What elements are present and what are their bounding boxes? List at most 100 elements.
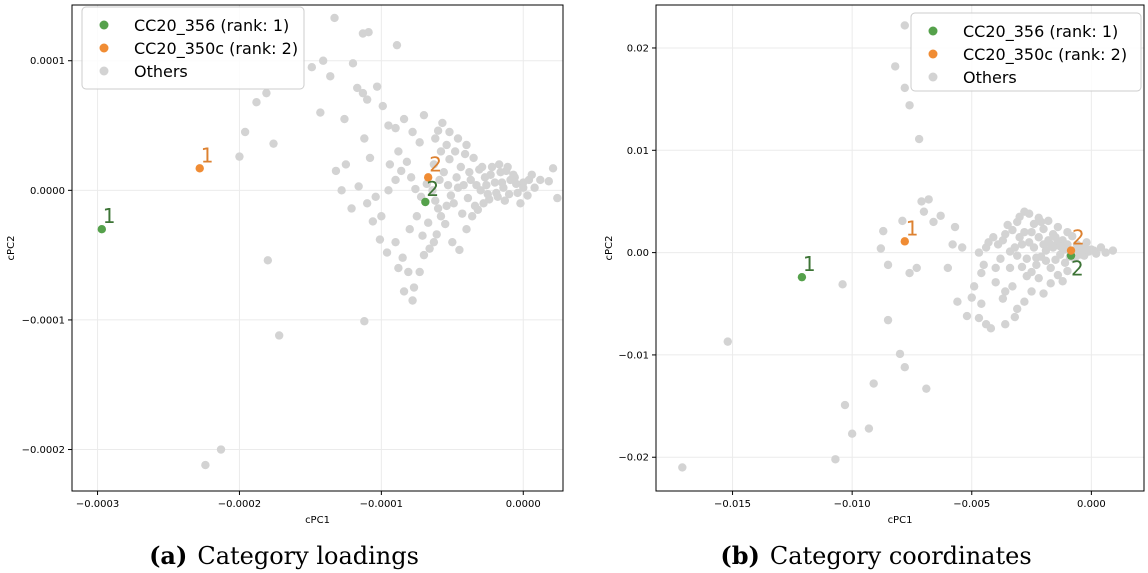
scatter-point-other [466, 175, 475, 185]
scatter-point-other [1089, 246, 1098, 255]
x-tick-label: −0.010 [834, 499, 871, 510]
x-tick-label: −0.0003 [76, 499, 119, 510]
scatter-point-other [456, 162, 466, 172]
scatter-point-other [1029, 243, 1039, 252]
caption-text: Category coordinates [770, 542, 1032, 570]
x-axis-label: cPC1 [305, 515, 330, 526]
scatter-point-other [399, 287, 409, 296]
scatter-point-other [678, 463, 687, 472]
scatter-point-other [1008, 282, 1017, 291]
scatter-point-other [974, 248, 984, 257]
scatter-point-other [378, 101, 387, 111]
scatter-point-other [977, 299, 986, 308]
scatter-point-other [398, 253, 407, 262]
scatter-point-other [435, 175, 444, 185]
scatter-point-other [900, 21, 909, 30]
scatter-point-other [998, 236, 1008, 245]
scatter-point-other [216, 445, 226, 454]
scatter-point-other [438, 118, 447, 128]
scatter-point-other [1101, 248, 1110, 257]
scatter-point-other [950, 222, 960, 232]
legend: CC20_356 (rank: 1) CC20_350c (rank: 2) Oth… [81, 6, 305, 90]
scatter-point-other [465, 167, 474, 177]
scatter-point-other [445, 127, 454, 137]
legend-box [81, 6, 305, 90]
scatter-point-other [330, 13, 339, 23]
scatter-point-other [340, 114, 349, 124]
scatter-point-other [462, 140, 471, 150]
scatter-point-other [318, 56, 328, 65]
point-annotation: 1 [803, 252, 816, 276]
x-tick-label: −0.015 [714, 499, 751, 510]
scatter-point-other [504, 190, 514, 199]
scatter-point-other [494, 160, 504, 169]
scatter-point-other [917, 197, 926, 206]
scatter-point-other [1020, 297, 1029, 306]
caption-text: Category loadings [197, 542, 419, 570]
scatter-point-other [496, 167, 505, 177]
scatter-point-other [449, 199, 458, 208]
point-annotation: 2 [1072, 226, 1085, 250]
scatter-point-other [397, 166, 406, 176]
scatter-point-other [372, 82, 382, 91]
scatter-point-other [382, 248, 392, 257]
scatter-point-other [419, 250, 429, 260]
scatter-point-other [450, 147, 460, 156]
scatter-point-highlight [195, 164, 204, 173]
scatter-point-other [452, 173, 461, 182]
scatter-point-other [536, 175, 545, 185]
scatter-point-other [948, 240, 957, 249]
y-tick-label: 0.0001 [30, 56, 65, 67]
scatter-point-highlight [797, 272, 807, 282]
scatter-point-other [377, 212, 386, 221]
scatter-point-other [470, 201, 480, 211]
scatter-point-other [519, 183, 528, 192]
x-tick-label: −0.005 [953, 499, 990, 510]
scatter-point-other [1046, 240, 1055, 249]
panel-caption: (b) Category coordinates [720, 541, 1031, 570]
y-axis-label: cPC2 [6, 236, 17, 261]
scatter-point-other [1039, 289, 1048, 298]
scatter-point-other [1003, 220, 1012, 230]
scatter-point-other [895, 349, 905, 359]
scatter-point-other [385, 160, 395, 169]
scatter-point-other [1036, 217, 1046, 227]
scatter-point-highlight [421, 197, 430, 207]
scatter-point-other [1010, 312, 1020, 322]
legend-marker [99, 66, 109, 76]
scatter-point-other [404, 267, 413, 277]
scatter-point-other [436, 212, 446, 221]
scatter-point-other [1034, 233, 1043, 242]
scatter-point-other [962, 311, 972, 321]
scatter-point-other [1013, 251, 1022, 260]
scatter-point-other [1039, 224, 1048, 234]
scatter-point-other [1027, 287, 1036, 296]
scatter-point-other [391, 237, 400, 247]
scatter-point-other [838, 280, 847, 289]
scatter-point-other [530, 183, 539, 192]
point-annotation: 1 [103, 204, 116, 228]
scatter-point-other [425, 244, 434, 253]
y-tick-label: 0.01 [627, 146, 649, 157]
scatter-point-other [274, 331, 284, 340]
scatter-point-other [986, 324, 996, 333]
scatter-point-other [240, 127, 250, 137]
scatter-point-other [1041, 256, 1051, 265]
scatter-point-other [1060, 258, 1070, 268]
scatter-point-other [1108, 246, 1118, 255]
y-tick-label: 0.0000 [30, 186, 65, 197]
scatter-point-highlight [423, 173, 433, 182]
scatter-point-other [445, 155, 454, 164]
scatter-point-other [433, 126, 443, 135]
x-tick-label: −0.0002 [218, 499, 261, 510]
scatter-point-other [912, 263, 921, 273]
scatter-point-other [433, 204, 443, 213]
scatter-point-other [467, 212, 477, 221]
scatter-point-other [883, 315, 893, 325]
scatter-point-other [1046, 279, 1055, 288]
scatter-point-other [900, 362, 909, 372]
scatter-point-other [463, 193, 473, 203]
scatter-point-other [847, 429, 857, 438]
scatter-point-other [1082, 245, 1091, 254]
scatter-point-other [981, 243, 991, 252]
